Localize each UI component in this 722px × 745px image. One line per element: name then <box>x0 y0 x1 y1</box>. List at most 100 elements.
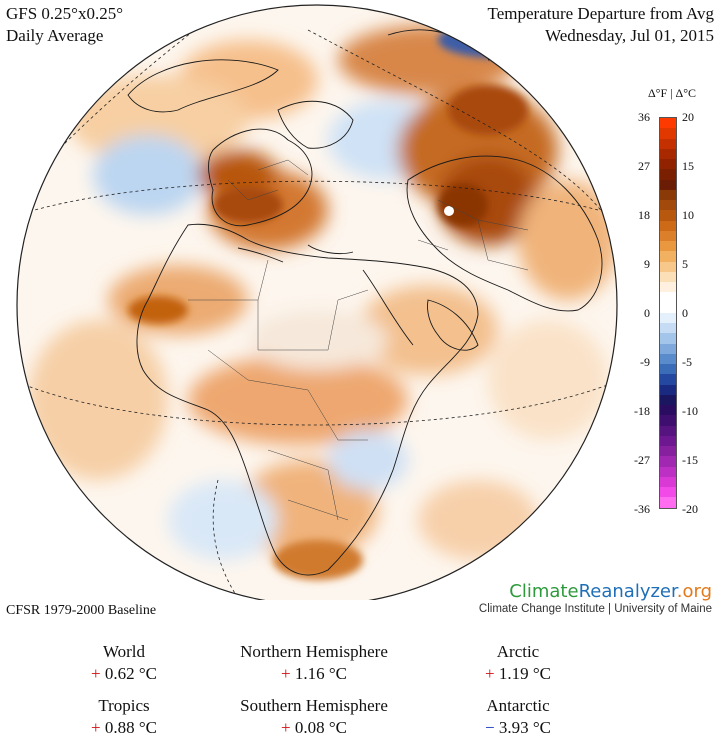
scale-color-step <box>660 261 676 272</box>
scale-color-step <box>660 497 676 508</box>
color-scale: Δ°F | Δ°C 36 20 27 15 18 10 9 5 0 0 -9 -5 -18 -10 -27 -… <box>622 86 722 516</box>
scale-color-step <box>660 200 676 211</box>
stat-value: 1.19 °C <box>494 664 551 683</box>
stat-sign: + <box>281 664 291 683</box>
scale-tick-f: 9 <box>644 257 650 271</box>
header-left: GFS 0.25°x0.25° Daily Average <box>6 3 123 47</box>
scale-color-step <box>660 292 676 303</box>
scale-tick-c: 20 <box>682 110 694 124</box>
scale-color-step <box>660 128 676 139</box>
scale-color-step <box>660 169 676 180</box>
scale-color-step <box>660 210 676 221</box>
stat-label: Northern Hemisphere <box>240 642 388 661</box>
stat-sign: + <box>91 718 101 737</box>
stat-southern-hemisphere: Southern Hemisphere + 0.08 °C <box>214 695 414 739</box>
scale-color-step <box>660 374 676 385</box>
stat-label: Southern Hemisphere <box>240 696 388 715</box>
scale-color-step <box>660 302 676 313</box>
scale-color-step <box>660 230 676 241</box>
stat-value-line: + 0.88 °C <box>24 717 224 739</box>
stat-arctic: Arctic + 1.19 °C <box>418 641 618 685</box>
brand-block: ClimateReanalyzer.org Climate Change Ins… <box>479 581 712 615</box>
scale-color-step <box>660 476 676 487</box>
scale-color-step <box>660 282 676 293</box>
scale-color-step <box>660 405 676 416</box>
stat-value-line: + 1.19 °C <box>418 663 618 685</box>
anomaly-field <box>28 25 617 560</box>
scale-tick-c: 0 <box>682 306 688 320</box>
globe-map <box>16 4 618 600</box>
globe-outline <box>16 4 618 600</box>
scale-unit-label: Δ°F | Δ°C <box>647 86 697 100</box>
scale-tick-f: -36 <box>634 502 650 516</box>
scale-color-step <box>660 384 676 395</box>
stat-value: 3.93 °C <box>494 718 551 737</box>
stat-sign: + <box>91 664 101 683</box>
scale-color-step <box>660 446 676 457</box>
brand-subtitle: Climate Change Institute | University of… <box>478 603 712 615</box>
stat-value: 0.62 °C <box>100 664 157 683</box>
scale-tick-c: 5 <box>682 257 688 271</box>
model-resolution-label: GFS 0.25°x0.25° <box>6 4 124 23</box>
scale-color-step <box>660 189 676 200</box>
scale-tick-f: 18 <box>638 208 650 222</box>
stat-label: Antarctic <box>486 696 550 715</box>
stat-northern-hemisphere: Northern Hemisphere + 1.16 °C <box>214 641 414 685</box>
stat-sign: + <box>281 718 291 737</box>
scale-color-step <box>660 415 676 426</box>
stat-value-line: + 1.16 °C <box>214 663 414 685</box>
scale-color-step <box>660 425 676 436</box>
scale-color-step <box>660 435 676 446</box>
stat-value: 0.88 °C <box>100 718 157 737</box>
brand-logo: ClimateReanalyzer.org <box>509 581 712 602</box>
stat-label: Arctic <box>496 642 540 661</box>
country-borders <box>188 159 529 521</box>
scale-tick-c: 10 <box>682 208 694 222</box>
scale-color-step <box>660 487 676 498</box>
stat-sign: + <box>485 664 495 683</box>
scale-color-step <box>660 118 676 129</box>
scale-color-step <box>660 138 676 149</box>
scale-color-step <box>660 312 676 323</box>
stat-label: Tropics <box>98 696 150 715</box>
scale-tick-c: -10 <box>682 404 698 418</box>
stat-value-line: + 0.08 °C <box>214 717 414 739</box>
scale-color-step <box>660 364 676 375</box>
stat-world: World + 0.62 °C <box>24 641 224 685</box>
scale-tick-c: 15 <box>682 159 694 173</box>
header-right: Temperature Departure from Avg Wednesday… <box>488 3 714 47</box>
scale-color-step <box>660 466 676 477</box>
stat-value-line: + 0.62 °C <box>24 663 224 685</box>
scale-tick-f: -27 <box>634 453 650 467</box>
scale-color-step <box>660 343 676 354</box>
scale-color-step <box>660 353 676 364</box>
scale-color-step <box>660 456 676 467</box>
scale-color-step <box>660 333 676 344</box>
stat-antarctic: Antarctic − 3.93 °C <box>418 695 618 739</box>
scale-color-step <box>660 220 676 231</box>
scale-tick-f: -18 <box>634 404 650 418</box>
baseline-label: CFSR 1979-2000 Baseline <box>6 603 157 618</box>
scale-tick-f: 0 <box>644 306 650 320</box>
map-date: Wednesday, Jul 01, 2015 <box>545 26 714 45</box>
stat-value: 1.16 °C <box>290 664 347 683</box>
stat-value-line: − 3.93 °C <box>418 717 618 739</box>
scale-tick-c: -20 <box>682 502 698 516</box>
scale-tick-f: -9 <box>640 355 650 369</box>
scale-color-step <box>660 241 676 252</box>
stat-label: World <box>102 642 146 661</box>
scale-color-step <box>660 323 676 334</box>
scale-tick-c: -15 <box>682 453 698 467</box>
scale-color-step <box>660 159 676 170</box>
stat-tropics: Tropics + 0.88 °C <box>24 695 224 739</box>
scale-color-step <box>660 271 676 282</box>
scale-tick-f: 27 <box>638 159 650 173</box>
scale-tick-c: -5 <box>682 355 692 369</box>
map-title: Temperature Departure from Avg <box>487 4 714 23</box>
stat-value: 0.08 °C <box>290 718 347 737</box>
scale-color-step <box>660 251 676 262</box>
scale-tick-f: 36 <box>638 110 650 124</box>
scale-color-step <box>660 148 676 159</box>
stat-sign: − <box>485 718 495 737</box>
scale-color-step <box>660 394 676 405</box>
